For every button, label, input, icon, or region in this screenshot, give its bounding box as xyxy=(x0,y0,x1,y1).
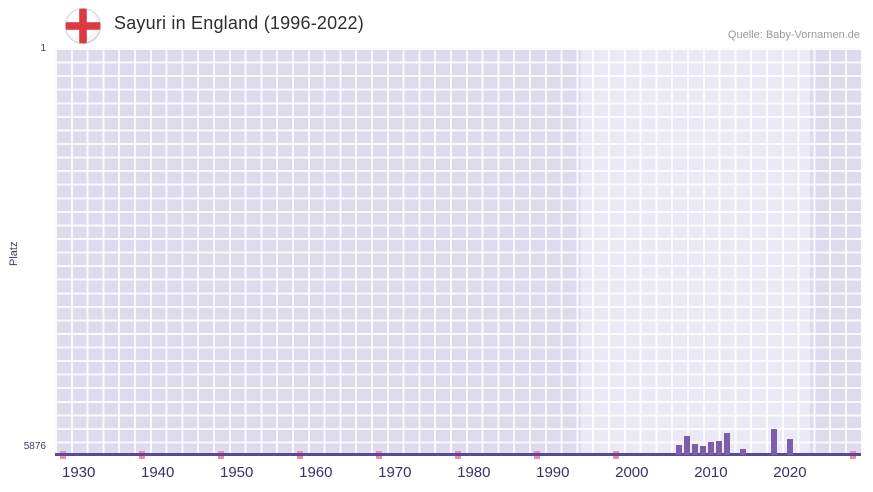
x-axis-labels: 1930 1940 1950 1960 1970 1980 1990 2000 2010 2020 xyxy=(55,464,861,486)
rank-bar xyxy=(684,435,691,455)
rank-bar xyxy=(715,441,722,455)
x-tick-label: 2020 xyxy=(773,464,807,481)
y-tick-top: 1 xyxy=(40,43,46,54)
rank-bar xyxy=(739,449,746,455)
x-tick-label: 1930 xyxy=(62,464,96,481)
rank-bar xyxy=(723,433,730,455)
x-tick-label: 1970 xyxy=(378,464,412,481)
rank-bar xyxy=(786,439,793,455)
england-flag-icon xyxy=(64,7,102,45)
source-attribution: Quelle: Baby-Vornamen.de xyxy=(727,29,860,41)
rank-bar xyxy=(700,445,706,455)
england-flag-svg xyxy=(64,7,102,45)
x-tick-label: 1940 xyxy=(141,464,175,481)
rank-bar xyxy=(676,444,683,455)
x-axis-line xyxy=(55,453,861,456)
x-tick-label: 1960 xyxy=(299,464,333,481)
x-tick-label: 1950 xyxy=(220,464,254,481)
x-tick-label: 1990 xyxy=(536,464,570,481)
x-tick-label: 1980 xyxy=(457,464,491,481)
rank-bar xyxy=(692,444,699,455)
gridlines xyxy=(55,48,861,455)
x-tick-label: 2010 xyxy=(694,464,728,481)
rank-bar xyxy=(707,442,714,455)
rank-bar xyxy=(771,429,778,455)
chart-title: Sayuri in England (1996-2022) xyxy=(114,13,364,33)
x-tick-label: 2000 xyxy=(615,464,649,481)
y-tick-bottom: 5876 xyxy=(23,441,46,452)
y-axis-title: Platz xyxy=(8,241,20,266)
plot-area xyxy=(55,48,861,459)
